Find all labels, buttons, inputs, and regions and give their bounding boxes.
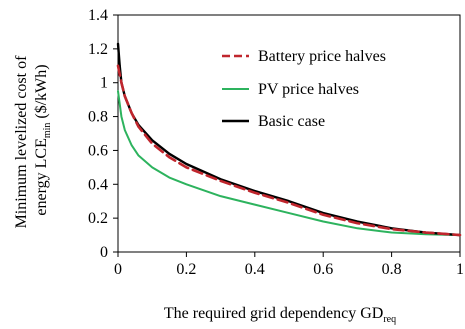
legend-label-battery-price-halves: Battery price halves	[258, 48, 386, 65]
y-tick-label: 1	[100, 75, 108, 92]
y-axis-label-main: energy LCE	[33, 138, 50, 215]
x-axis-label-sub: req	[383, 314, 396, 325]
legend: Battery price halves PV price halves Basic…	[222, 48, 386, 130]
y-axis-label-line1: Minimum levelized cost of	[13, 55, 30, 229]
series-layer	[116, 42, 462, 237]
series-line-pv-price-halves	[117, 90, 461, 237]
y-tick-label: 0.6	[88, 142, 108, 159]
x-tick-label: 0.8	[382, 261, 402, 278]
x-tick-label: 0.6	[313, 261, 333, 278]
x-tick-label: 0.2	[176, 261, 196, 278]
y-tick-label: 0.4	[88, 176, 108, 193]
x-axis-label-main: The required grid dependency GD	[164, 305, 383, 322]
legend-label-basic-case: Basic case	[258, 113, 325, 130]
y-tick-label: 0	[100, 244, 108, 261]
x-axis-label: The required grid dependency GDreq	[164, 305, 396, 325]
y-tick-label: 1.2	[88, 41, 108, 58]
y-axis-label-line2: energy LCEmin ($/kWh)	[33, 64, 53, 215]
axis-ticks: 0 0.2 0.4 0.6 0.8 1 0 0.2 0.4 0.6 0.8 1 1.2 1.4	[88, 7, 464, 278]
y-axis-label: Minimum levelized cost of energy LCEmin …	[13, 52, 53, 229]
series-line-basic-case	[116, 42, 462, 237]
y-tick-label: 1.4	[88, 7, 108, 24]
series-line-battery-price-halves	[116, 64, 462, 237]
y-axis-label-sub: min	[42, 123, 53, 139]
y-tick-label: 0.2	[88, 210, 108, 227]
x-tick-label: 1	[456, 261, 464, 278]
legend-label-pv-price-halves: PV price halves	[258, 81, 359, 98]
y-tick-label: 0.8	[88, 109, 108, 126]
plot-frame	[117, 14, 461, 253]
y-axis-label-units: ($/kWh)	[33, 64, 50, 122]
x-tick-label: 0	[114, 261, 122, 278]
plot-area	[117, 14, 461, 253]
x-tick-label: 0.4	[245, 261, 265, 278]
